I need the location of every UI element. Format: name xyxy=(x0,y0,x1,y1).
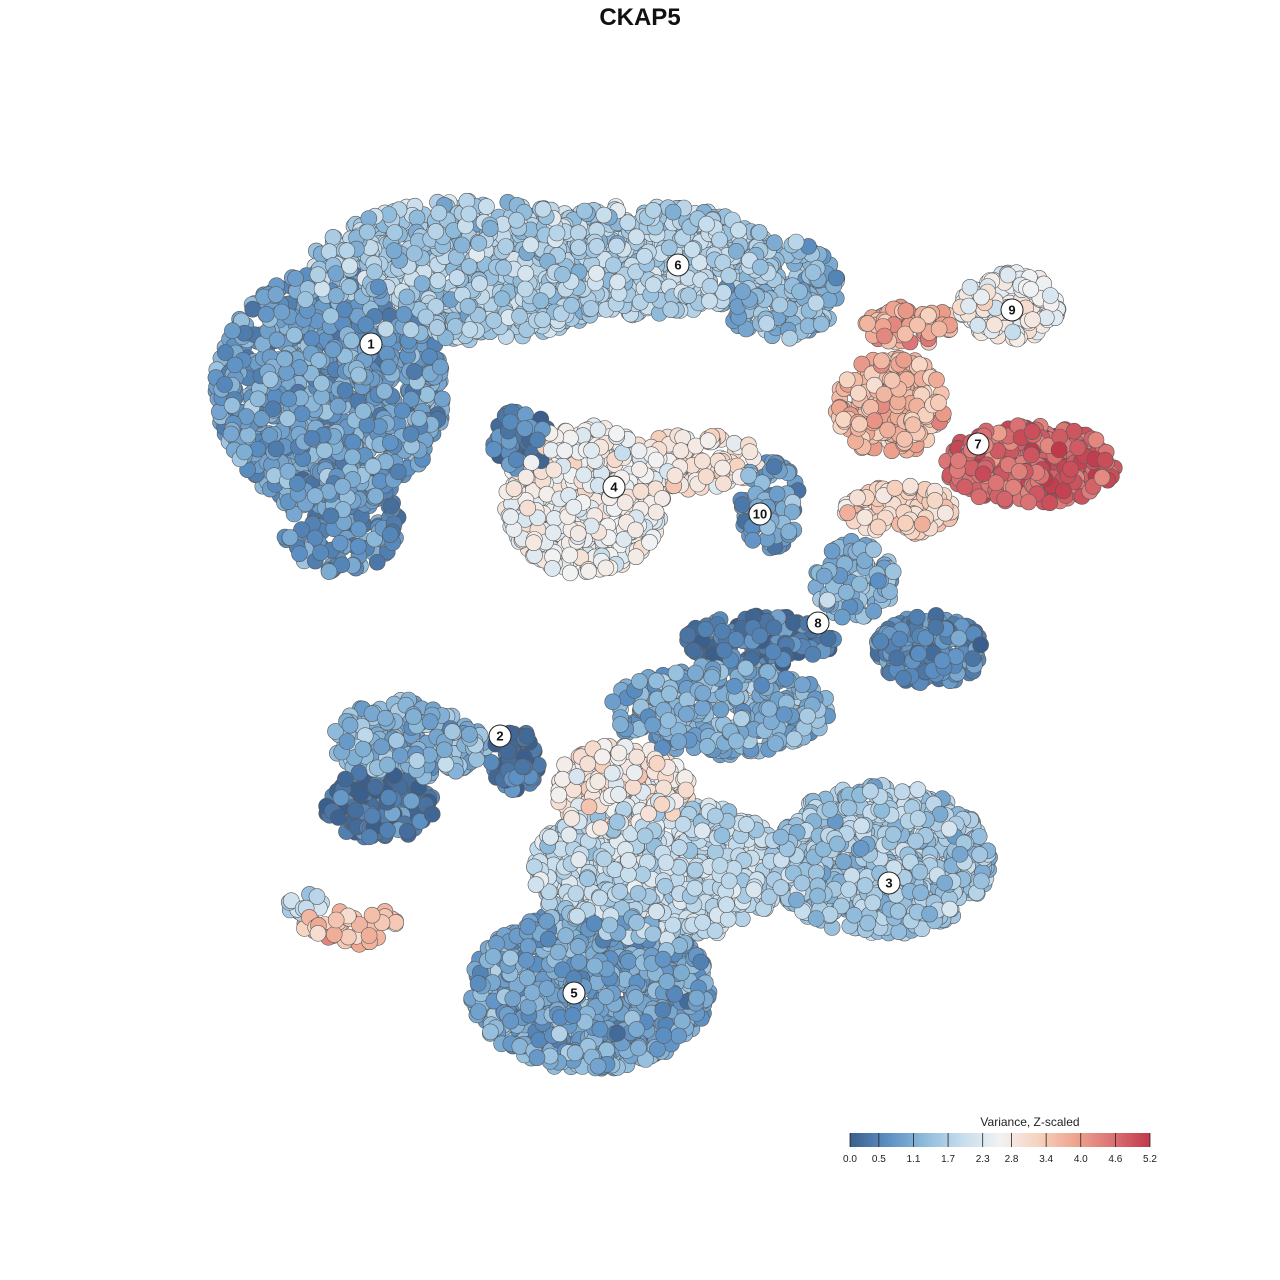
data-point xyxy=(561,564,579,582)
data-point xyxy=(556,756,573,774)
data-point xyxy=(725,434,743,452)
data-point xyxy=(679,626,697,644)
data-point xyxy=(733,910,751,928)
data-point xyxy=(349,538,367,555)
chart-title: CKAP5 xyxy=(599,4,681,31)
data-point xyxy=(823,542,841,560)
data-points xyxy=(207,192,1123,1077)
